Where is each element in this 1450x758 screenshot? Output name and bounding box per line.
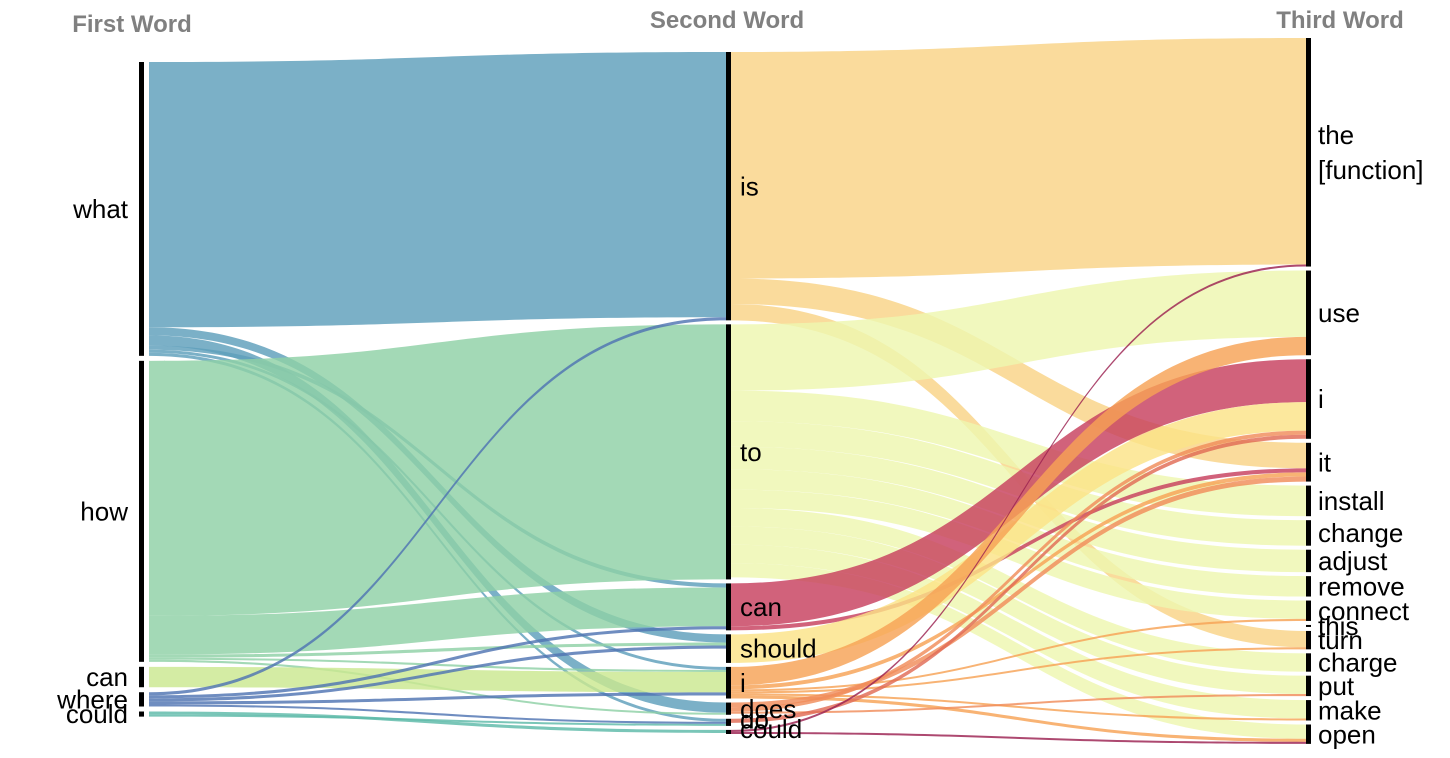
label-third-adjust: adjust xyxy=(1318,546,1388,576)
node-third-thefunction xyxy=(1306,38,1311,267)
second-third-link-i2-to-connect xyxy=(731,618,1306,692)
label-third-make: make xyxy=(1318,695,1382,725)
second-third-link-should-to-i3 xyxy=(731,402,1306,663)
second-third-link-to-to-connect xyxy=(731,489,1306,619)
nodes-layer xyxy=(139,38,1311,744)
second-third-link-to-to-put xyxy=(731,526,1306,695)
label-third-remove: remove xyxy=(1318,571,1405,601)
node-second-can2 xyxy=(726,583,731,631)
node-third-i3 xyxy=(1306,359,1311,439)
second-third-link-could2-to-thefunction xyxy=(731,264,1306,732)
node-second-could2 xyxy=(726,729,731,734)
label-third-change: change xyxy=(1318,518,1403,548)
second-third-link-i2-to-open xyxy=(731,695,1306,742)
first-second-link-where-to-do xyxy=(149,704,726,724)
node-first-can xyxy=(139,666,144,688)
node-second-does xyxy=(726,702,731,715)
node-third-use xyxy=(1306,270,1311,356)
node-third-adjust xyxy=(1306,549,1311,573)
node-third-make xyxy=(1306,700,1311,721)
label-third-install: install xyxy=(1318,486,1384,516)
second-third-link-is-to-thefunction xyxy=(731,38,1306,279)
second-third-link-i2-to-make xyxy=(731,693,1306,721)
label-third-i3: i xyxy=(1318,384,1324,414)
label-second-to: to xyxy=(740,437,762,467)
first-second-link-where-to-is xyxy=(149,317,726,696)
first-second-link-how-to-to xyxy=(149,324,726,616)
second-third-link-to-to-open xyxy=(731,563,1306,739)
node-third-change xyxy=(1306,520,1311,546)
first-second-link-where-to-should xyxy=(149,645,726,702)
label-third-connect: connect xyxy=(1318,596,1410,626)
node-first-could xyxy=(139,711,144,717)
header-first-word: First Word xyxy=(72,11,192,38)
node-first-what xyxy=(139,62,144,356)
second-third-link-to-to-make xyxy=(731,544,1306,719)
label-second-should: should xyxy=(740,634,817,664)
second-third-link-could2-to-open xyxy=(731,731,1306,744)
labels-layer: whathowcanwherecouldistocanshouldidoesdo… xyxy=(56,120,1423,749)
header-third-word: Third Word xyxy=(1276,7,1404,34)
links-layer xyxy=(149,38,1306,744)
node-second-should xyxy=(726,634,731,663)
node-third-put xyxy=(1306,675,1311,697)
node-second-to xyxy=(726,324,731,580)
node-third-remove xyxy=(1306,576,1311,597)
label-third-put: put xyxy=(1318,671,1355,701)
label-third-open: open xyxy=(1318,719,1376,749)
label-third-this: this xyxy=(1318,611,1358,641)
label-third-charge: charge xyxy=(1318,648,1398,678)
second-third-link-i2-to-turn xyxy=(731,647,1306,694)
first-second-link-can-to-i2 xyxy=(149,666,726,693)
first-second-link-where-to-i2 xyxy=(149,692,726,705)
label-third-turn: turn xyxy=(1318,625,1363,655)
second-third-link-does-to-put xyxy=(731,694,1306,714)
label-third-it: it xyxy=(1318,447,1332,477)
node-second-do xyxy=(726,718,731,726)
second-third-link-can2-to-i3 xyxy=(731,359,1306,627)
label-first-where: where xyxy=(56,684,128,714)
second-third-link-to-to-use xyxy=(731,270,1306,391)
second-third-link-i2-to-use xyxy=(731,336,1306,686)
label-first-can: can xyxy=(86,662,128,692)
label-first-how: how xyxy=(80,496,128,526)
second-third-link-do-to-i3 xyxy=(731,434,1306,723)
first-second-link-how-to-can2 xyxy=(149,587,726,655)
label-second-is: is xyxy=(740,171,759,201)
first-second-link-what-to-is xyxy=(149,52,726,328)
node-second-i2 xyxy=(726,666,731,699)
label-second-do: do xyxy=(740,704,769,734)
header-second-word: Second Word xyxy=(650,7,804,34)
label-second-can2: can xyxy=(740,592,782,622)
node-third-connect xyxy=(1306,600,1311,621)
node-second-is xyxy=(726,52,731,321)
label-second-i2: i xyxy=(740,668,746,698)
second-third-link-does-to-it xyxy=(731,476,1306,708)
second-third-link-to-to-install xyxy=(731,390,1306,517)
label-third-thefunction: the [function] xyxy=(1318,120,1424,185)
first-second-link-could-to-do xyxy=(149,714,726,726)
second-third-link-is-to-it xyxy=(731,278,1306,469)
node-third-turn xyxy=(1306,630,1311,650)
first-second-link-how-to-i2 xyxy=(149,657,726,673)
first-second-link-could-to-could2 xyxy=(149,711,726,733)
label-first-could: could xyxy=(66,699,128,729)
label-second-could2: could xyxy=(740,714,802,744)
node-third-it xyxy=(1306,442,1311,482)
second-third-link-i2-to-it xyxy=(731,472,1306,690)
node-first-where xyxy=(139,692,144,707)
label-first-what: what xyxy=(72,194,129,224)
node-first-how xyxy=(139,360,144,662)
first-second-link-where-to-can2 xyxy=(149,626,726,699)
label-third-use: use xyxy=(1318,298,1360,328)
node-third-charge xyxy=(1306,653,1311,672)
second-third-link-can2-to-it xyxy=(731,468,1306,631)
node-third-open xyxy=(1306,724,1311,744)
second-third-link-does-to-i3 xyxy=(731,430,1306,712)
node-third-this xyxy=(1306,624,1311,627)
node-third-install xyxy=(1306,485,1311,517)
label-second-does: does xyxy=(740,694,796,724)
